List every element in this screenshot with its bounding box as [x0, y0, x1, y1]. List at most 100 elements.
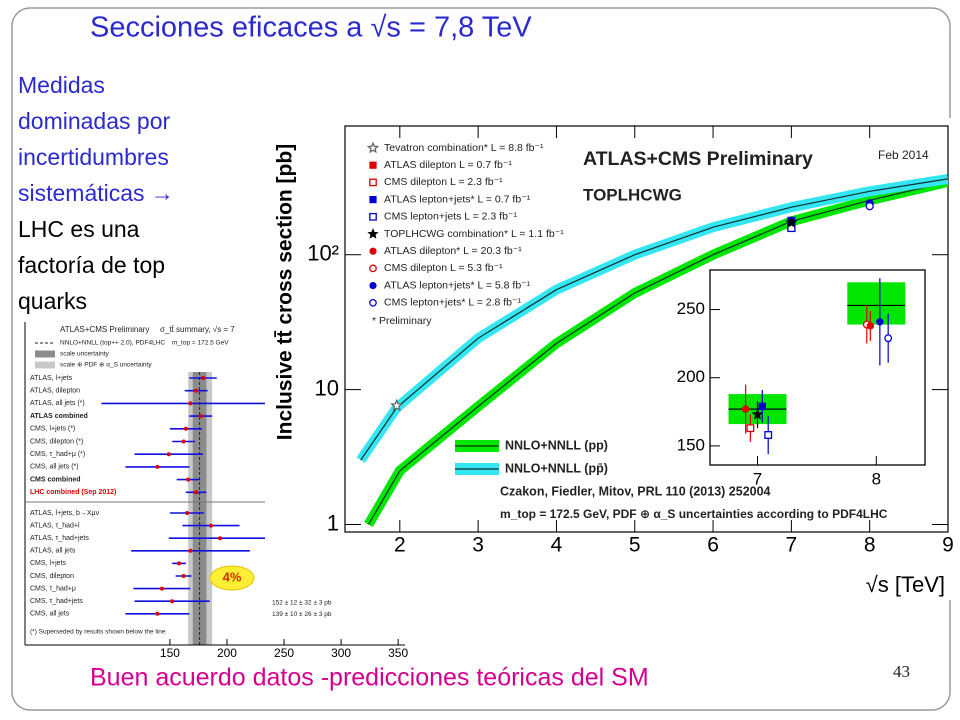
- legend-marker: [369, 212, 377, 221]
- row-label: CMS, all jets (*): [30, 464, 79, 471]
- legend-marker: [369, 178, 377, 187]
- data-point: [209, 523, 214, 528]
- chart-date: Feb 2014: [878, 148, 929, 162]
- mass-note: m_top = 172.5 GeV: [172, 340, 229, 347]
- row-label: CMS, dilepton (*): [30, 438, 83, 445]
- data-point: [177, 561, 182, 566]
- y-tick-label: 10: [315, 375, 339, 400]
- data-point: [183, 426, 188, 431]
- legend-label: scale uncertainty: [60, 351, 110, 358]
- legend-label: CMS dilepton L = 2.3 fb⁻¹: [384, 176, 503, 188]
- x-tick-label: 5: [629, 534, 641, 557]
- legend-label: TOPLHCWG combination* L = 1.1 fb⁻¹: [384, 228, 564, 240]
- chart-subtitle: TOPLHCWG: [583, 185, 682, 204]
- data-point: [194, 388, 199, 393]
- data-point: [884, 334, 893, 343]
- y-tick-label: 250: [677, 299, 705, 318]
- x-tick-label: 8: [864, 534, 876, 557]
- data-point: [155, 464, 160, 469]
- data-point: [198, 414, 203, 419]
- y-tick-label: 150: [677, 435, 705, 454]
- legend-label: scale ⊕ PDF ⊕ α_S uncertainty: [60, 362, 152, 369]
- data-point: [185, 511, 190, 515]
- chart-title: ATLAS+CMS Preliminary: [60, 325, 149, 334]
- y-tick-label: 1: [327, 510, 339, 535]
- x-tick-label: 7: [753, 469, 762, 488]
- data-point: [194, 490, 199, 495]
- data-point: [741, 405, 750, 413]
- x-tick-label: 8: [872, 469, 881, 488]
- x-tick-label: 350: [388, 646, 408, 660]
- point-line: dominadas por: [18, 108, 170, 134]
- y-axis-label: Inclusive tt̄ cross section [pb]: [274, 144, 297, 440]
- row-label: CMS, τ_had+jets: [30, 598, 83, 605]
- legend-swatch: [35, 350, 55, 358]
- theory-line: [367, 181, 948, 525]
- x-tick-label: 3: [472, 534, 484, 557]
- data-point: [159, 586, 164, 591]
- data-point: [155, 611, 160, 616]
- legend-label: ATLAS lepton+jets* L = 5.8 fb⁻¹: [384, 279, 531, 291]
- data-point: [390, 398, 404, 412]
- legend-marker: [369, 281, 377, 290]
- data-point: [785, 216, 798, 228]
- row-label: CMS, τ_had+μ (*): [30, 451, 85, 458]
- theory-band: [847, 282, 906, 325]
- slide-text: Medidas dominadas por incertidumbres sistem…: [18, 72, 174, 314]
- legend-marker: [367, 228, 379, 239]
- legend-marker: [369, 264, 377, 273]
- row-label: ATLAS combined: [30, 413, 88, 420]
- legend-label: CMS lepton+jets* L = 2.8 fb⁻¹: [384, 297, 522, 309]
- legend-swatch: [35, 361, 55, 369]
- x-tick-label: 9: [942, 534, 954, 557]
- data-point: [181, 439, 186, 444]
- note: m_top = 172.5 GeV, PDF ⊕ α_S uncertainti…: [500, 507, 888, 521]
- data-point: [186, 477, 191, 482]
- y-tick-label: 10²: [307, 241, 339, 266]
- legend-label: NNLO+NNLL (pp): [505, 438, 608, 452]
- x-tick-label: 2: [394, 534, 406, 557]
- row-label: CMS combined: [30, 476, 81, 483]
- row-label: ATLAS, all jets (*): [30, 400, 85, 407]
- row-label: ATLAS, τ_had+jets: [30, 535, 89, 542]
- point-line: Medidas: [18, 72, 105, 98]
- legend-label: NNLO+NNLL (pp̄): [505, 461, 608, 475]
- badge: [209, 565, 255, 591]
- legend-label: CMS dilepton L = 5.3 fb⁻¹: [384, 262, 503, 274]
- footnote: * Preliminary: [372, 315, 432, 327]
- row-label: ATLAS, l+jets: [30, 375, 73, 382]
- plot-area: [356, 173, 948, 528]
- x-tick-label: 4: [551, 534, 563, 557]
- plot-frame: [344, 125, 949, 533]
- citation: Czakon, Fiedler, Mitov, PRL 110 (2013) 2…: [500, 484, 771, 498]
- data-point: [746, 424, 755, 433]
- legend-label: CMS lepton+jets L = 2.3 fb⁻¹: [384, 211, 517, 223]
- legend-marker: [369, 195, 377, 204]
- x-axis-label: √s [TeV]: [866, 572, 945, 597]
- x-tick-label: 250: [274, 646, 294, 660]
- row-label: ATLAS, τ_had+l: [30, 522, 80, 529]
- x-tick-label: 7: [786, 534, 798, 557]
- row-label: CMS, dilepton: [30, 573, 74, 580]
- conclusion-line: factoría de top: [18, 252, 165, 278]
- legend-label: ATLAS dilepton L = 0.7 fb⁻¹: [384, 159, 512, 171]
- row-label: ATLAS, all jets: [30, 548, 76, 555]
- x-tick-label: 6: [707, 534, 719, 557]
- legend-marker: [369, 161, 377, 169]
- chart-title: ATLAS+CMS Preliminary: [583, 148, 813, 170]
- row-label: LHC combined (Sep 2012): [30, 489, 116, 496]
- legend-marker: [369, 298, 377, 307]
- legend-label: NNLO+NNLL (top++ 2.0), PDF4LHC: [60, 340, 165, 347]
- result-label: 152 ± 12 ± 32 ± 3 pb: [272, 600, 332, 607]
- row-label: CMS, all jets: [30, 611, 70, 618]
- data-point: [218, 536, 223, 541]
- data-point: [876, 318, 884, 326]
- conclusion-line: LHC es una: [18, 216, 140, 242]
- data-point: [166, 452, 171, 457]
- data-point: [188, 548, 193, 553]
- data-point: [866, 322, 875, 330]
- row-label: CMS, l+jets: [30, 560, 66, 567]
- result-label: 139 ± 10 ± 26 ± 3 pb: [272, 611, 332, 618]
